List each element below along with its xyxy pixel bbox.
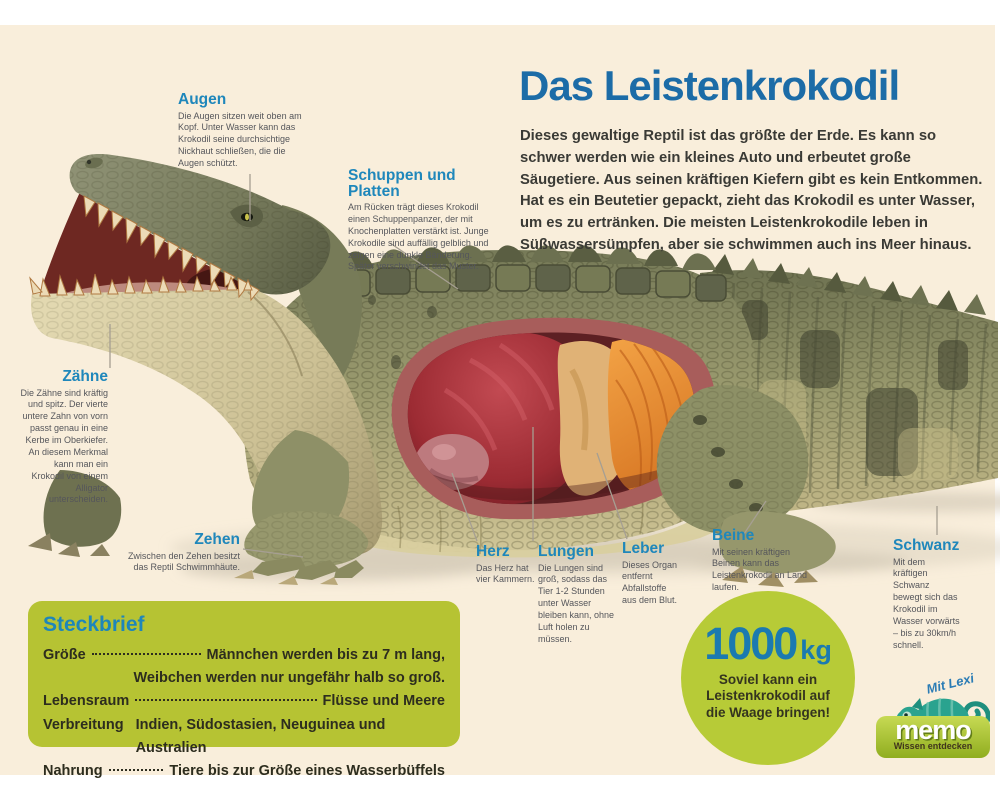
leader-leber — [596, 452, 628, 540]
annotation-text: Die Zähne sind kräftig und spitz. Der vi… — [20, 387, 108, 505]
page-title: Das Leistenkrokodil — [519, 62, 900, 109]
fact-value-continued: Weibchen werden nur ungefähr halb so gro… — [133, 670, 445, 687]
nostril — [86, 159, 92, 165]
annotation-schuppen: Schuppen und Platten Am Rücken trägt die… — [348, 168, 498, 273]
fact-row-nahrung: Nahrung Tiere bis zur Größe eines Wasser… — [43, 760, 445, 783]
annotation-text: Die Lungen sind groß, sodass das Tier 1-… — [538, 562, 615, 644]
weight-badge: 1000 kg Soviel kann ein Leistenkrokodil a… — [681, 591, 855, 765]
fact-label: Nahrung — [43, 762, 103, 779]
fact-label: Größe — [43, 647, 86, 663]
annotation-title: Schwanz — [893, 537, 960, 554]
annotation-title: Schuppen und Platten — [348, 167, 456, 200]
annotation-schwanz: Schwanz Mit dem kräftigen Schwanz bewegt… — [893, 538, 961, 652]
weight-unit: kg — [800, 635, 832, 665]
annotation-text: Am Rücken trägt dieses Krokodil einen Sc… — [348, 202, 489, 272]
fact-value: Männchen werden bis zu 7 m lang, — [206, 647, 446, 663]
annotation-text: Die Augen sitzen weit oben am Kopf. Unte… — [178, 110, 302, 169]
annotation-title: Lungen — [538, 543, 594, 560]
annotation-title: Augen — [178, 91, 227, 108]
brand-tagline: Wissen entdecken — [893, 741, 973, 752]
weight-caption: Soviel kann ein Leistenkrokodil auf die … — [706, 672, 831, 720]
annotation-zehen: Zehen Zwischen den Zehen besitzt das Rep… — [126, 532, 240, 574]
fact-value: Flüsse und Meere — [322, 693, 445, 710]
fact-value: Indien, Südostasien, Neuguinea und Austr… — [135, 716, 386, 756]
anatomy-cutaway — [391, 317, 717, 520]
annotation-herz: Herz Das Herz hat vier Kammern. — [476, 544, 538, 586]
hind-leg — [656, 385, 836, 587]
eye — [230, 204, 264, 228]
memo-logo: memo Wissen entdecken — [876, 716, 990, 758]
intro-paragraph: Dieses gewaltige Reptil ist das größte d… — [520, 128, 983, 253]
dotted-leader — [91, 653, 201, 655]
annotation-augen: Augen Die Augen sitzen weit oben am Kopf… — [178, 92, 310, 170]
leader-lines — [109, 174, 938, 558]
tail-scutes — [712, 254, 986, 315]
fact-label: Lebensraum — [43, 693, 130, 710]
leader-schuppen — [389, 242, 459, 290]
leader-beine — [743, 500, 767, 535]
dotted-leader — [135, 699, 317, 702]
fact-box: Steckbrief Größe Männchen werden bis zu … — [28, 601, 460, 779]
annotation-lungen: Lungen Die Lungen sind groß, sodass das … — [538, 544, 618, 646]
annotation-text: Mit dem kräftigen Schwanz bewegt sich da… — [893, 556, 960, 650]
annotation-text: Das Herz hat vier Kammern. — [476, 562, 535, 585]
brand-name: memo — [895, 715, 972, 745]
annotation-leber: Leber Dieses Organ entfernt Abfallstoffe… — [622, 541, 680, 607]
annotation-text: Mit seinen kräftigen Beinen kann das Lei… — [712, 546, 808, 593]
annotation-title: Herz — [476, 543, 510, 560]
annotation-title: Zähne — [62, 368, 108, 385]
annotation-title: Zehen — [194, 531, 240, 548]
fact-row-verbreitung: Verbreitung Indien, Südostasien, Neuguin… — [43, 714, 445, 760]
annotation-text: Zwischen den Zehen besitzt das Reptil Sc… — [127, 550, 240, 573]
back-scutes — [335, 245, 727, 302]
leader-zehen — [242, 548, 304, 558]
annotation-title: Beine — [712, 527, 755, 544]
annotation-beine: Beine Mit seinen kräftigen Beinen kann d… — [712, 528, 808, 594]
weight-number: 1000 — [704, 618, 798, 669]
annotation-text: Dieses Organ entfernt Abfallstoffe aus d… — [622, 559, 678, 606]
fact-label: Verbreitung — [43, 716, 124, 733]
annotation-title: Leber — [622, 540, 665, 557]
front-leg-far — [28, 470, 122, 557]
teeth — [29, 195, 260, 302]
fact-box-title: Steckbrief — [43, 613, 145, 636]
dotted-leader — [108, 768, 164, 771]
fact-value: Tiere bis zur Größe eines Wasserbüffels — [169, 762, 445, 779]
annotation-zaehne: Zähne Die Zähne sind kräftig und spitz. … — [20, 369, 108, 506]
leader-herz — [451, 472, 478, 542]
fact-row-lebensraum: Lebensraum Flüsse und Meere — [43, 690, 445, 713]
fact-row-groesse: Größe Männchen werden bis zu 7 m lang, — [43, 644, 445, 667]
